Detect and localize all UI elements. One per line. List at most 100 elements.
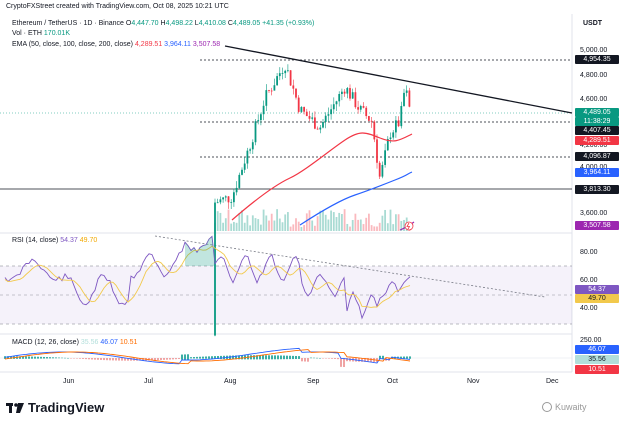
macd-hist-bar xyxy=(124,358,126,361)
volume-bar xyxy=(249,225,251,231)
volume-bar xyxy=(297,221,300,231)
candle-body xyxy=(365,107,368,117)
ema-label[interactable]: EMA (50, close, 100, close, 200, close) xyxy=(12,41,134,48)
candle-body xyxy=(224,196,227,198)
level-tag: 4,954.35 xyxy=(575,55,619,64)
volume-bar xyxy=(243,222,246,231)
candle-body xyxy=(227,196,230,203)
macd-hist-bar xyxy=(97,358,99,360)
macd-hist-bar xyxy=(52,357,54,359)
volume-bar xyxy=(324,214,327,231)
macd-hist-bar xyxy=(322,358,324,359)
macd-title[interactable]: MACD (12, 26, close) xyxy=(12,339,79,346)
volume-bar xyxy=(354,213,357,231)
macd-hist-bar xyxy=(301,358,303,362)
symbol-row: Ethereum / TetherUS · 1D · Binance O4,44… xyxy=(12,19,314,28)
volume-bar xyxy=(238,213,241,231)
macd-hist-bar xyxy=(112,358,114,361)
ohlc-high: 4,498.22 xyxy=(165,20,193,27)
volume-bar xyxy=(335,217,338,231)
candle-body xyxy=(381,164,384,177)
candle-body xyxy=(268,90,270,91)
candle-body xyxy=(316,128,319,130)
created-caption: CryptoFXStreet created with TradingView.… xyxy=(6,3,229,10)
candle-body xyxy=(216,202,219,204)
candle-body xyxy=(322,121,324,128)
volume-bar xyxy=(316,216,319,231)
volume-bar xyxy=(262,209,265,231)
macd-hist-bar xyxy=(274,355,276,360)
macd-hist-bar xyxy=(253,355,255,360)
candle-body xyxy=(222,197,224,200)
macd-hist-bar xyxy=(46,357,48,359)
macd-hist-bar xyxy=(148,358,150,361)
macd-hist-bar xyxy=(178,358,180,360)
price-tick: 4,200.00 xyxy=(580,142,608,149)
macd-hist-bar xyxy=(130,358,132,361)
price-tick: 5,000.00 xyxy=(580,47,608,54)
macd-hist-bar xyxy=(241,355,243,360)
candle-body xyxy=(219,199,222,203)
currency-label[interactable]: USDT xyxy=(583,20,603,27)
countdown-tag: 11:38:29 xyxy=(575,117,619,126)
candle-body xyxy=(400,105,403,127)
macd-tick: 250.00 xyxy=(580,337,602,344)
volume-bar xyxy=(378,222,381,231)
macd-hist-bar xyxy=(403,356,405,359)
volume-bar xyxy=(278,218,281,231)
volume-bar xyxy=(319,210,322,231)
rsi-title[interactable]: RSI (14, close) xyxy=(12,237,59,244)
volume-bars xyxy=(214,209,411,231)
macd-hist-bar xyxy=(202,356,204,359)
macd-hist-bar xyxy=(316,357,318,359)
rsi-tag: 54.37 xyxy=(575,285,619,294)
macd-hist-bar xyxy=(205,356,207,359)
candle-body xyxy=(341,91,343,94)
price-tick: 4,600.00 xyxy=(580,96,608,103)
macd-hist-bar xyxy=(64,357,66,359)
macd-hist-bar xyxy=(289,355,291,360)
volume-bar xyxy=(219,212,222,231)
volume-label[interactable]: Vol · ETH xyxy=(12,30,42,37)
macd-hist-bar xyxy=(40,356,42,359)
candle-body xyxy=(392,132,395,138)
macd-hist-bar xyxy=(328,358,330,359)
volume-bar xyxy=(311,220,314,231)
candle-body xyxy=(324,115,327,122)
candle-body xyxy=(338,93,341,102)
ema100-tag: 3,964.11 xyxy=(575,168,619,177)
volume-bar xyxy=(359,219,362,231)
symbol-title[interactable]: Ethereum / TetherUS · 1D · Binance xyxy=(12,20,124,27)
volume-bar xyxy=(230,223,233,231)
macd-hist-bar xyxy=(4,356,6,359)
volume-bar xyxy=(392,224,395,231)
month-label: Dec xyxy=(546,378,559,385)
rsi-value: 54.37 xyxy=(60,237,78,244)
macd-hist-bar xyxy=(346,358,348,362)
price-tick: 3,600.00 xyxy=(580,210,608,217)
macd-hist-bar xyxy=(115,358,117,361)
volume-bar xyxy=(400,220,403,231)
macd-hist-bar xyxy=(157,358,159,361)
event-icon[interactable] xyxy=(404,221,414,231)
price-tick: 4,000.00 xyxy=(580,164,607,171)
ema50-line xyxy=(231,132,413,221)
candle-body xyxy=(284,70,287,74)
candle-body xyxy=(373,121,376,140)
watermark-text: Kuwaity xyxy=(555,402,587,412)
macd-hist-bar xyxy=(22,356,24,359)
candle-body xyxy=(378,162,381,177)
watermark-icon xyxy=(542,402,552,412)
macd-hist-bar xyxy=(319,357,321,359)
macd-hist-bar xyxy=(142,358,144,361)
macd-signal-value: 10.51 xyxy=(119,339,138,346)
macd-hist-bar xyxy=(175,358,177,360)
candle-body xyxy=(308,116,311,119)
volume-bar xyxy=(327,219,330,231)
macd-hist-bar xyxy=(61,357,63,359)
tradingview-logo[interactable]: TradingView xyxy=(6,400,104,415)
candle-body xyxy=(297,97,300,112)
volume-bar xyxy=(397,214,400,231)
candle-body xyxy=(251,142,254,150)
